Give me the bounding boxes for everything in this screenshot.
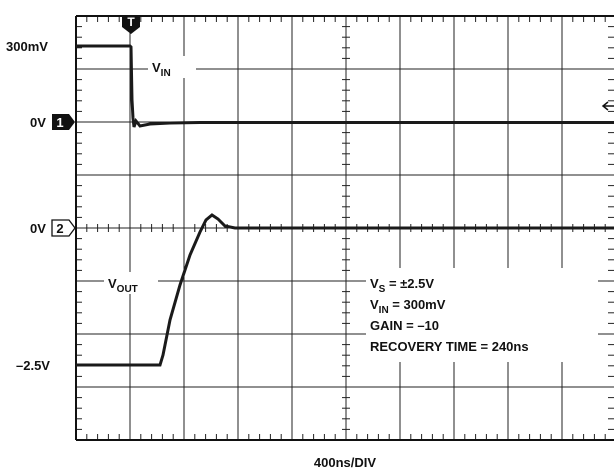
- traces: [76, 44, 614, 367]
- trace-label: VIN: [152, 60, 171, 79]
- vin-trace: [76, 44, 614, 128]
- level-label: 0V: [30, 221, 46, 236]
- edge-arrow: [601, 101, 614, 111]
- level-label: 0V: [30, 115, 46, 130]
- note-bg: [366, 268, 598, 362]
- channel-marker: [52, 114, 75, 130]
- level-label: 300mV: [6, 39, 48, 54]
- trigger-marker: T: [122, 15, 140, 34]
- channel-marker-label: 1: [56, 115, 63, 130]
- vout-trace: [76, 213, 614, 367]
- label-bg: [104, 272, 158, 294]
- note: VIN = 300mV: [370, 297, 446, 316]
- note: VS = ±2.5V: [370, 276, 434, 295]
- label-bg: [148, 56, 196, 78]
- channel-marker-label: 2: [56, 221, 63, 236]
- time-scale: 400ns/DIV: [314, 455, 376, 470]
- trigger-label: T: [127, 15, 135, 29]
- trace-label: VOUT: [108, 276, 138, 295]
- channel-marker: [51, 219, 76, 237]
- level-label: –2.5V: [16, 358, 50, 373]
- note: GAIN = –10: [370, 318, 439, 333]
- note: RECOVERY TIME = 240ns: [370, 339, 529, 354]
